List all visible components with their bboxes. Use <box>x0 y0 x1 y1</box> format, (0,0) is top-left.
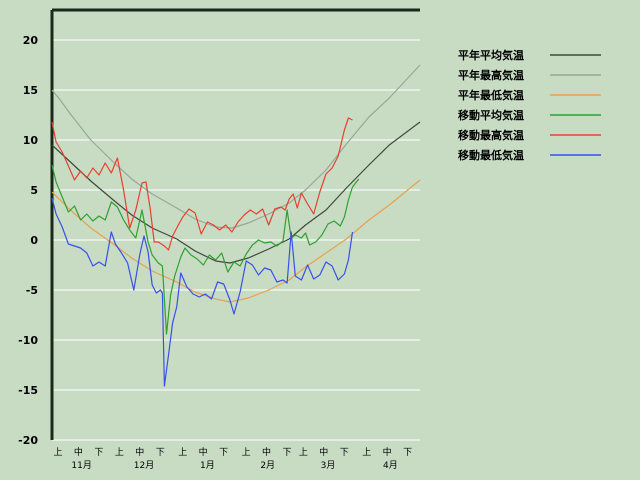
series-line-2 <box>51 64 421 229</box>
y-tick-label: 20 <box>23 34 39 47</box>
x-month-label: 1月 <box>200 460 215 471</box>
x-month-label: 4月 <box>383 460 398 471</box>
y-tick-label: 10 <box>23 134 39 147</box>
x-dekad-label: 下 <box>94 448 103 458</box>
x-dekad-label: 下 <box>219 448 228 458</box>
y-tick-labels: 20 15 10 5 0 -5 -10 -15 -20 <box>18 34 38 447</box>
x-tick-labels: 上中下11月上中下12月上中下1月上中下2月上中下3月上中下4月 <box>53 446 412 471</box>
x-dekad-label: 上 <box>53 447 62 458</box>
y-tick-label: -5 <box>26 284 38 297</box>
x-dekad-label: 下 <box>340 448 349 458</box>
series-lines <box>51 64 421 387</box>
x-month-label: 12月 <box>134 460 154 471</box>
legend-label: 平年最低気温 <box>458 88 524 102</box>
series-line-6 <box>51 197 354 387</box>
series-line-4 <box>51 164 360 335</box>
y-tick-label: 5 <box>30 184 38 197</box>
y-tick-label: 0 <box>30 234 38 247</box>
legend-label: 移動平均気温 <box>458 108 524 122</box>
x-dekad-label: 上 <box>115 447 124 458</box>
x-dekad-label: 中 <box>74 446 83 458</box>
x-dekad-label: 上 <box>362 447 371 458</box>
x-dekad-label: 中 <box>135 446 144 458</box>
x-dekad-label: 上 <box>299 447 308 458</box>
x-dekad-label: 下 <box>282 448 291 458</box>
x-dekad-label: 中 <box>383 446 392 458</box>
x-month-label: 11月 <box>71 460 91 471</box>
x-dekad-label: 上 <box>178 447 187 458</box>
x-dekad-label: 上 <box>242 447 251 458</box>
legend-label: 平年平均気温 <box>458 48 524 62</box>
gridlines <box>52 39 420 441</box>
x-month-label: 3月 <box>321 460 336 471</box>
series-line-1 <box>51 121 421 264</box>
x-month-label: 2月 <box>260 460 275 471</box>
x-dekad-label: 下 <box>156 448 165 458</box>
series-line-5 <box>51 117 353 251</box>
legend-label: 移動最高気温 <box>458 128 524 142</box>
legend-label: 移動最低気温 <box>458 148 524 162</box>
y-tick-label: -15 <box>18 384 38 397</box>
axes <box>50 8 420 440</box>
x-dekad-label: 中 <box>199 446 208 458</box>
x-dekad-label: 下 <box>403 448 412 458</box>
x-dekad-label: 中 <box>319 446 328 458</box>
y-tick-label: 15 <box>23 84 38 97</box>
y-tick-label: -10 <box>18 334 38 347</box>
x-dekad-label: 中 <box>262 446 271 458</box>
y-tick-label: -20 <box>18 434 38 447</box>
legend-label: 平年最高気温 <box>458 68 524 82</box>
